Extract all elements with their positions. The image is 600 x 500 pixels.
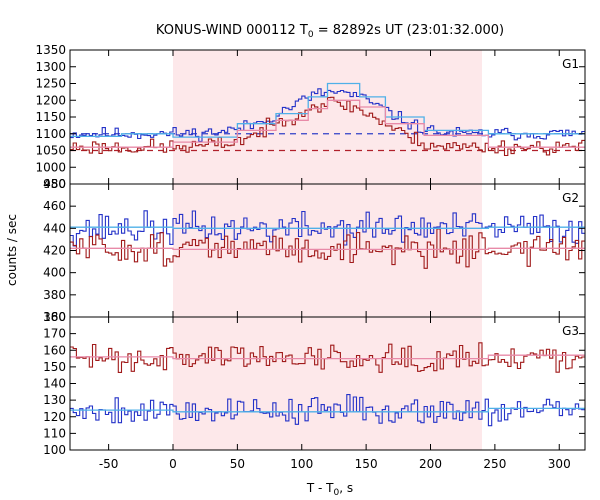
panel-label: G1: [562, 57, 579, 71]
panel-g3: 100 110 120 130 140 150 160 170 180 G3: [43, 310, 586, 457]
panel-g1: 950 1000 1050 1100 1150 1200 1250 1300 1350 G1: [35, 43, 586, 191]
model-g3-pink: [70, 354, 585, 360]
panels-layer: 95010001050110011501200125013001350G1360…: [35, 43, 586, 471]
y-tick-label: 1150: [35, 110, 66, 124]
x-tick-label: 100: [290, 457, 313, 471]
x-tick-label: 200: [419, 457, 442, 471]
y-tick-label: 180: [43, 310, 66, 324]
chart-title: KONUS-WIND 000112 T0 = 82892s UT (23:01:…: [156, 23, 504, 40]
chart-title-suffix: = 82892s UT (23:01:32.000): [314, 23, 504, 38]
y-tick-label: 1250: [35, 77, 66, 91]
model-g2-light_blue: [70, 226, 585, 229]
y-tick-label: 110: [43, 426, 66, 440]
model-g3-light_blue: [70, 407, 585, 413]
y-tick-label: 1300: [35, 60, 66, 74]
x-tick-label: 50: [230, 457, 245, 471]
y-axis-label: counts / sec: [5, 214, 19, 286]
panel-label: G2: [562, 191, 579, 205]
y-tick-label: 170: [43, 327, 66, 341]
x-tick-label: -50: [99, 457, 119, 471]
x-tick-label: 250: [483, 457, 506, 471]
y-tick-label: 480: [43, 177, 66, 191]
x-axis-label-suffix: , s: [339, 481, 353, 495]
x-axis-label-prefix: T - T: [306, 481, 334, 495]
chart-title-prefix: KONUS-WIND 000112 T: [156, 23, 308, 38]
y-tick-label: 380: [43, 288, 66, 302]
panel-g2: 360 380 400 420 440 460 480 G2: [43, 177, 586, 324]
x-axis-label-subscript: 0: [334, 488, 340, 498]
y-tick-label: 950: [43, 177, 66, 191]
x-tick-label: 300: [548, 457, 571, 471]
x-tick-label: 150: [355, 457, 378, 471]
x-tick-label: 0: [169, 457, 177, 471]
y-tick-label: 150: [43, 360, 66, 374]
chart-title-subscript: 0: [308, 30, 314, 40]
y-tick-label: 1100: [35, 127, 66, 141]
y-tick-label: 1350: [35, 43, 66, 57]
y-tick-label: 1050: [35, 144, 66, 158]
y-tick-label: 440: [43, 221, 66, 235]
y-tick-label: 140: [43, 377, 66, 391]
model-g2-pink: [70, 247, 585, 251]
model-g1-pink: [70, 99, 585, 148]
y-tick-label: 360: [43, 310, 66, 324]
y-tick-label: 400: [43, 266, 66, 280]
y-tick-label: 1200: [35, 93, 66, 107]
y-tick-label: 420: [43, 244, 66, 258]
series-g2-red: [70, 228, 585, 269]
series-g3-blue: [70, 394, 585, 427]
panel-label: G3: [562, 324, 579, 338]
y-tick-label: 160: [43, 343, 66, 357]
y-tick-label: 100: [43, 443, 66, 457]
y-tick-label: 130: [43, 393, 66, 407]
x-axis-label: T - T0, s: [306, 481, 353, 498]
y-tick-label: 120: [43, 410, 66, 424]
y-tick-label: 1000: [35, 160, 66, 174]
y-tick-label: 460: [43, 199, 66, 213]
